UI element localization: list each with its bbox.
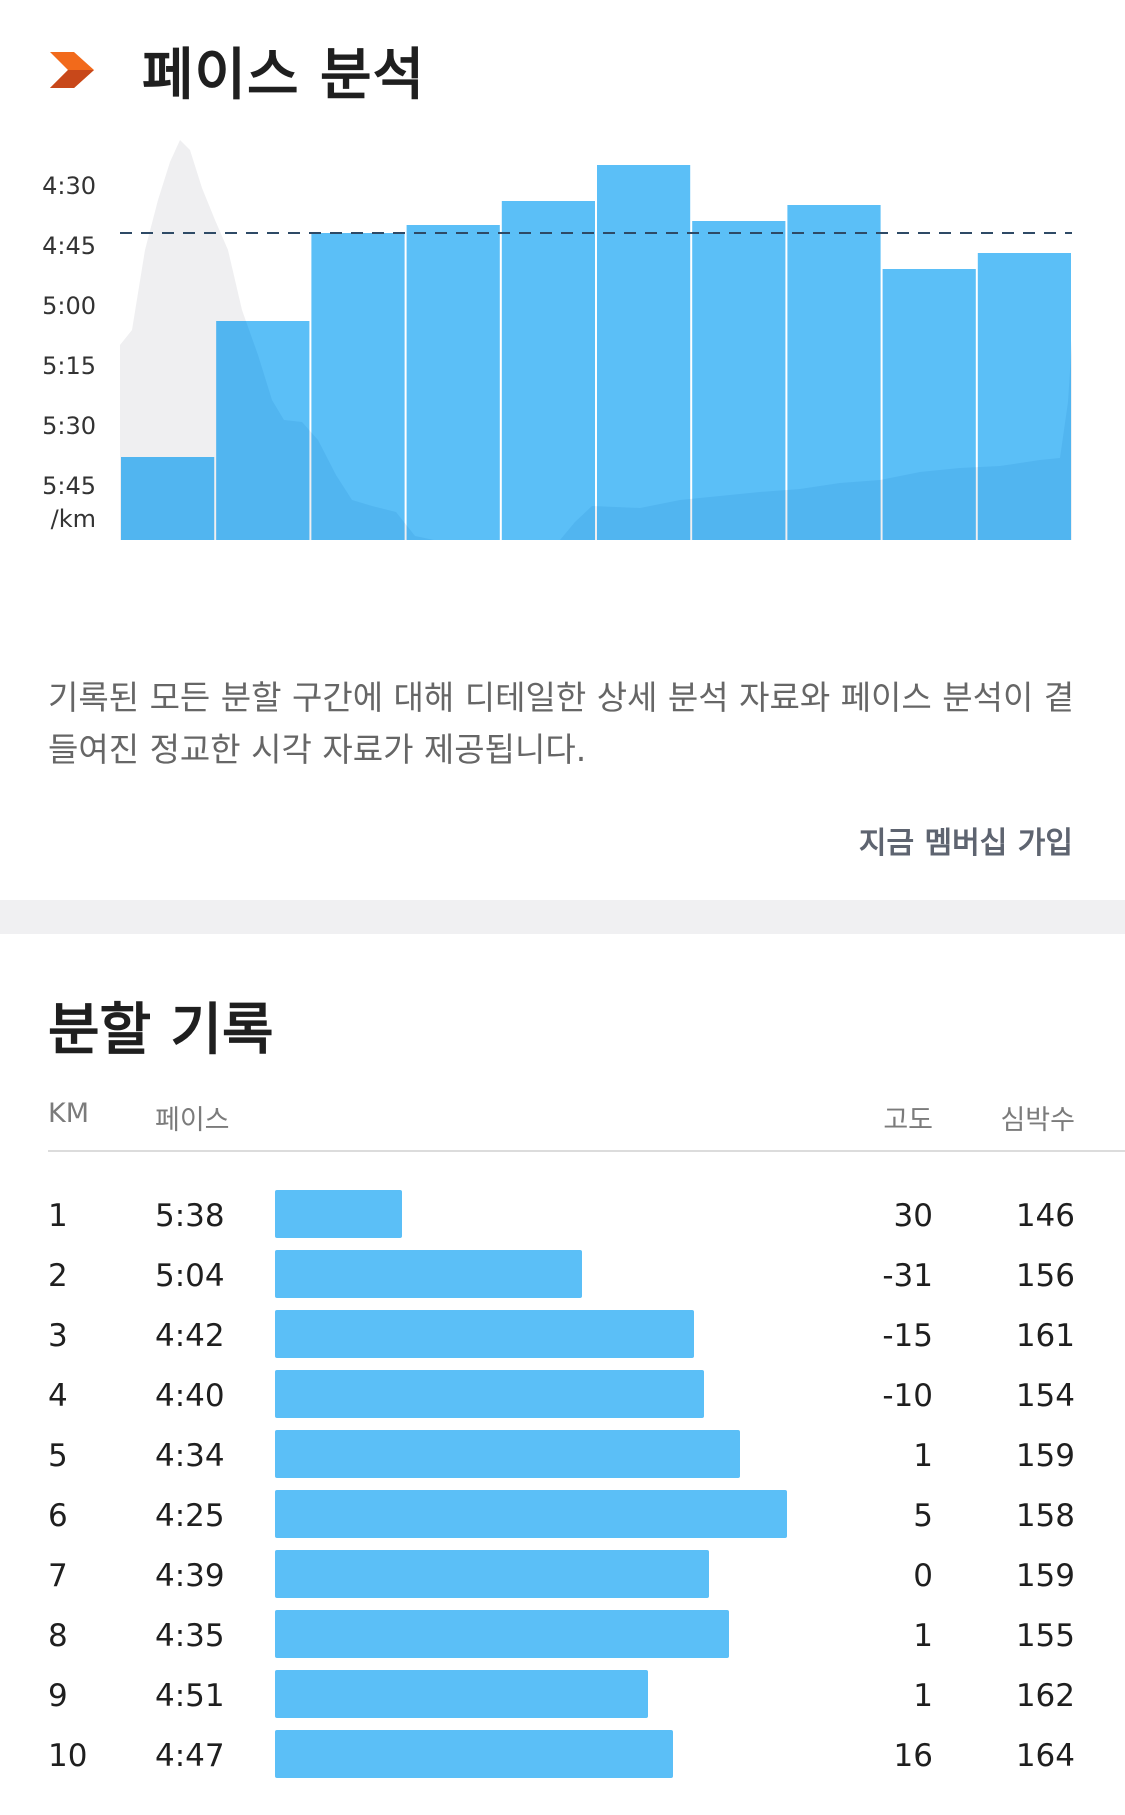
pace-analysis-card: 페이스 분석 4:30 4:45 5:00 5:15 5:30 5:45/km 기록된 모… — [0, 0, 1125, 900]
row-elevation: 1 — [913, 1618, 933, 1654]
y-tick-label: 5:15 — [42, 352, 96, 380]
row-heart-rate: 155 — [1015, 1618, 1075, 1654]
pace-bar — [977, 253, 1071, 540]
table-row: 8 4:35 1 155 — [0, 1606, 1125, 1666]
row-elevation: 1 — [913, 1438, 933, 1474]
row-pace-bar — [275, 1370, 704, 1418]
pace-bar — [501, 201, 595, 540]
pace-chart: 4:30 4:45 5:00 5:15 5:30 5:45/km — [42, 140, 1072, 540]
row-elevation: 30 — [893, 1198, 933, 1234]
pace-bar — [311, 233, 405, 540]
y-tick-label: 5:45 — [42, 472, 96, 500]
pace-bar — [787, 205, 881, 540]
row-km: 1 — [48, 1198, 68, 1234]
row-elevation: -15 — [882, 1318, 933, 1354]
row-pace: 4:25 — [155, 1498, 225, 1534]
table-row: 10 4:47 16 164 — [0, 1726, 1125, 1786]
row-pace: 4:42 — [155, 1318, 225, 1354]
row-heart-rate: 164 — [1015, 1738, 1075, 1774]
table-row: 9 4:51 1 162 — [0, 1666, 1125, 1726]
table-row: 7 4:39 0 159 — [0, 1546, 1125, 1606]
row-pace: 4:47 — [155, 1738, 225, 1774]
row-pace: 4:34 — [155, 1438, 225, 1474]
table-row: 4 4:40 -10 154 — [0, 1366, 1125, 1426]
row-km: 8 — [48, 1618, 68, 1654]
pace-bars — [121, 165, 1071, 540]
row-elevation: -10 — [882, 1378, 933, 1414]
row-heart-rate: 146 — [1015, 1198, 1075, 1234]
table-row: 3 4:42 -15 161 — [0, 1306, 1125, 1366]
elevation-area — [120, 140, 1072, 540]
y-tick-label: 4:30 — [42, 172, 96, 200]
row-pace-bar — [275, 1550, 709, 1598]
row-pace: 4:35 — [155, 1618, 225, 1654]
row-elevation: 16 — [893, 1738, 933, 1774]
row-pace-bar — [275, 1730, 673, 1778]
col-header-elevation: 고도 — [883, 1105, 933, 1136]
row-km: 9 — [48, 1678, 68, 1714]
row-km: 3 — [48, 1318, 68, 1354]
pace-bar — [597, 165, 691, 540]
page-title: 페이스 분석 — [142, 42, 426, 108]
pace-analysis-header: 페이스 분석 — [48, 30, 425, 110]
row-elevation: 0 — [913, 1558, 933, 1594]
row-km: 7 — [48, 1558, 68, 1594]
row-pace: 4:40 — [155, 1378, 225, 1414]
row-heart-rate: 161 — [1015, 1318, 1075, 1354]
splits-title: 분할 기록 — [48, 998, 274, 1063]
row-elevation: -31 — [882, 1258, 933, 1294]
row-elevation: 5 — [913, 1498, 933, 1534]
table-row: 1 5:38 30 146 — [0, 1186, 1125, 1246]
row-pace: 5:38 — [155, 1198, 225, 1234]
row-km: 6 — [48, 1498, 68, 1534]
row-km: 4 — [48, 1378, 68, 1414]
row-km: 2 — [48, 1258, 68, 1294]
row-km: 10 — [48, 1738, 88, 1774]
row-heart-rate: 158 — [1015, 1498, 1075, 1534]
row-heart-rate: 156 — [1015, 1258, 1075, 1294]
join-membership-link[interactable]: 지금 멤버십 가입 — [858, 826, 1073, 861]
row-heart-rate: 162 — [1015, 1678, 1075, 1714]
y-tick-label: 4:45 — [42, 232, 96, 260]
pace-bar — [882, 269, 976, 540]
col-header-heart-rate: 심박수 — [1000, 1105, 1075, 1136]
table-row: 5 4:34 1 159 — [0, 1426, 1125, 1486]
pace-bar — [121, 457, 215, 540]
col-header-pace: 페이스 — [155, 1105, 230, 1136]
row-pace: 4:39 — [155, 1558, 225, 1594]
y-unit-label: /km — [51, 505, 96, 533]
y-tick-label: 5:30 — [42, 412, 96, 440]
row-heart-rate: 159 — [1015, 1438, 1075, 1474]
row-pace-bar — [275, 1610, 729, 1658]
chevron-logo-icon — [50, 52, 94, 88]
row-pace: 5:04 — [155, 1258, 225, 1294]
row-heart-rate: 154 — [1015, 1378, 1075, 1414]
row-pace-bar — [275, 1670, 648, 1718]
row-pace-bar — [275, 1250, 582, 1298]
y-tick-label: 5:00 — [42, 292, 96, 320]
pace-description: 기록된 모든 분할 구간에 대해 디테일한 상세 분석 자료와 페이스 분석이 … — [48, 678, 1075, 769]
row-pace-bar — [275, 1310, 694, 1358]
y-axis-ticks: 4:30 4:45 5:00 5:15 5:30 5:45/km — [42, 172, 96, 533]
col-header-km: KM — [48, 1098, 90, 1129]
row-heart-rate: 159 — [1015, 1558, 1075, 1594]
section-divider — [0, 900, 1125, 934]
table-row: 2 5:04 -31 156 — [0, 1246, 1125, 1306]
row-pace-bar — [275, 1190, 402, 1238]
row-pace-bar — [275, 1490, 787, 1538]
row-km: 5 — [48, 1438, 68, 1474]
table-row: 6 4:25 5 158 — [0, 1486, 1125, 1546]
row-elevation: 1 — [913, 1678, 933, 1714]
pace-bar — [216, 321, 310, 540]
elevation-profile — [120, 140, 1072, 540]
table-header-divider — [48, 1150, 1125, 1152]
row-pace: 4:51 — [155, 1678, 225, 1714]
pace-bar — [406, 225, 500, 540]
pace-bar — [692, 221, 786, 540]
row-pace-bar — [275, 1430, 740, 1478]
